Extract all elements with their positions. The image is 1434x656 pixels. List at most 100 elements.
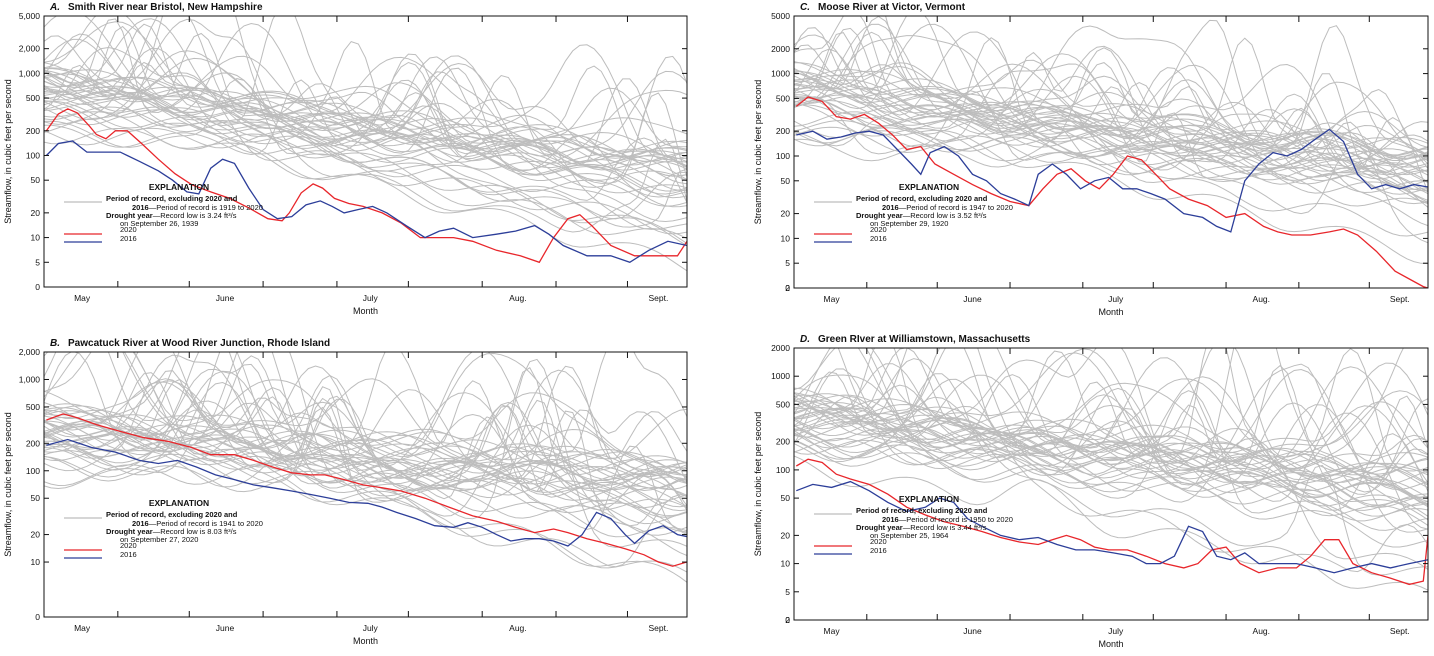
period-of-record-line: [44, 78, 687, 207]
period-of-record-line: [794, 31, 1428, 161]
period-of-record-line: [44, 18, 687, 152]
y-axis-label: Streamflow, in cubic feet per second: [3, 412, 13, 557]
legend-drought: Drought year—Record low is 3.24 ft³/s: [106, 211, 237, 220]
x-axis-label: Month: [353, 306, 378, 316]
y-tick-label: 500: [26, 402, 40, 412]
y-tick-label: 2000: [771, 343, 790, 353]
legend-drought-label: Drought year: [856, 211, 903, 220]
panel-letter: C.: [800, 2, 810, 13]
period-of-record-line: [44, 18, 687, 244]
chart-panel-d: D. Green RIver at Williamstown, Massachus…: [753, 334, 1429, 649]
period-of-record-line: [44, 111, 687, 233]
legend-record-period: —Period of record is 1919 to 2020: [149, 203, 263, 212]
legend-record-period: —Period of record is 1941 to 2020: [149, 519, 263, 528]
y-tick-label: 50: [31, 493, 41, 503]
plot-frame: [793, 347, 1429, 621]
y-tick-label: 1,000: [19, 68, 41, 78]
period-of-record-traces: [44, 352, 687, 583]
period-of-record-line: [44, 68, 687, 171]
legend-drought-label: Drought year: [106, 527, 153, 536]
y-tick-label: 20: [31, 208, 41, 218]
period-of-record-line: [44, 405, 687, 534]
y-tick-label: 500: [776, 93, 790, 103]
legend: EXPLANATION Period of record, excluding 2…: [814, 494, 1013, 555]
period-of-record-line: [44, 406, 687, 538]
panel-title-text: Smith River near Bristol, New Hampshire: [68, 2, 263, 13]
x-tick-label: July: [363, 293, 379, 303]
x-tick-label: May: [74, 293, 91, 303]
legend-record-year: 2016: [882, 203, 899, 212]
legend: EXPLANATION Period of record, excluding 2…: [64, 498, 263, 559]
period-of-record-line: [794, 395, 1428, 476]
series-line-2020: [45, 108, 687, 264]
legend-label-2020: 2020: [120, 541, 137, 550]
x-tick-label: June: [963, 294, 982, 304]
period-of-record-line: [44, 100, 687, 223]
period-of-record-line: [837, 348, 1428, 472]
period-of-record-line: [794, 392, 1428, 480]
x-tick-label: Aug.: [509, 623, 527, 633]
panel-letter: D.: [800, 334, 810, 345]
period-of-record-line: [794, 455, 1428, 573]
legend: EXPLANATION Period of record, excluding 2…: [64, 182, 263, 243]
period-of-record-line: [44, 90, 687, 182]
period-of-record-line: [794, 374, 1428, 478]
x-tick-label: Aug.: [509, 293, 527, 303]
y-tick-label: 10: [31, 233, 41, 243]
series-line-2020: [795, 458, 1428, 586]
panel-title: C. Moose River at Victor, Vermont: [800, 2, 966, 13]
y-tick-label: 5: [785, 258, 790, 268]
x-tick-label: May: [74, 623, 91, 633]
y-tick-label: 500: [776, 399, 790, 409]
legend: EXPLANATION Period of record, excluding 2…: [814, 182, 1013, 243]
period-of-record-line: [44, 365, 687, 480]
period-of-record-line: [44, 379, 687, 493]
x-tick-label: May: [824, 294, 841, 304]
y-tick-label: 2: [785, 283, 790, 293]
period-of-record-line: [44, 21, 687, 153]
period-of-record-line: [794, 348, 1428, 483]
panel-title: B. Pawcatuck River at Wood River Junction…: [50, 338, 330, 349]
x-axis-label: Month: [353, 636, 378, 646]
period-of-record-line: [44, 378, 687, 481]
y-axis-label: Streamflow, in cubic feet per second: [753, 80, 763, 225]
series-line-2016: [796, 480, 1428, 574]
y-tick-label: 0: [785, 615, 790, 625]
period-of-record-line: [44, 127, 687, 158]
legend-label-2020: 2020: [870, 225, 887, 234]
chart-panel-a: A. Smith River near Bristol, New Hampshir…: [3, 2, 688, 316]
period-of-record-line: [885, 16, 1428, 157]
period-of-record-line: [44, 62, 687, 198]
y-tick-label: 100: [26, 466, 40, 476]
period-of-record-line: [44, 16, 687, 177]
legend-record-line1: Period of record, excluding 2020 and: [106, 510, 238, 519]
x-axis-label: Month: [1098, 639, 1123, 649]
period-of-record-line: [44, 76, 687, 228]
legend-drought-label: Drought year: [856, 523, 903, 532]
period-of-record-line: [794, 48, 1428, 156]
legend-record-year: 2016: [132, 203, 149, 212]
legend-drought: Drought year—Record low is 8.03 ft³/s: [106, 527, 237, 536]
y-tick-label: 1000: [771, 371, 790, 381]
y-tick-label: 0: [785, 283, 790, 293]
x-tick-label: Sept.: [1390, 294, 1410, 304]
period-of-record-line: [794, 23, 1428, 172]
period-of-record-line: [44, 85, 687, 203]
period-of-record-line: [794, 352, 1428, 503]
legend-heading: EXPLANATION: [899, 182, 959, 192]
y-tick-label: 1,000: [19, 374, 41, 384]
y-tick-label: 2,000: [19, 347, 41, 357]
period-of-record-line: [44, 415, 687, 511]
legend-label-2016: 2016: [870, 546, 887, 555]
period-of-record-line: [794, 16, 1428, 192]
y-tick-label: 200: [26, 438, 40, 448]
period-of-record-line: [794, 348, 1428, 499]
legend-drought-date: on September 27, 2020: [120, 535, 198, 544]
legend-record-line1: Period of record, excluding 2020 and: [106, 194, 238, 203]
plot-frame: [43, 15, 688, 288]
legend-record-year: 2016: [132, 519, 149, 528]
y-tick-label: 10: [31, 557, 41, 567]
x-tick-label: June: [963, 626, 982, 636]
y-tick-label: 5000: [771, 11, 790, 21]
period-of-record-line: [44, 405, 687, 481]
